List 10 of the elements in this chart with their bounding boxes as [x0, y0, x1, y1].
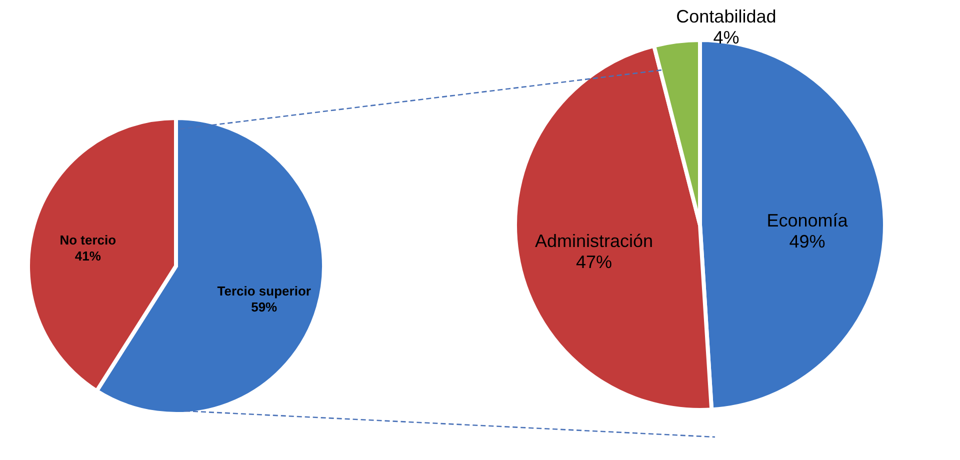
slice-label: Contabilidad	[676, 6, 776, 27]
slice-label: Administración	[535, 230, 654, 251]
slice-label: No tercio	[60, 232, 116, 248]
slice-label: Economía	[766, 210, 849, 231]
data-label: 47%	[576, 252, 612, 272]
data-label: 59%	[251, 300, 278, 315]
slice-label: Tercio superior	[217, 284, 311, 299]
data-label: 4%	[713, 28, 740, 48]
data-label: 41%	[74, 248, 102, 264]
data-label: 49%	[789, 232, 826, 252]
